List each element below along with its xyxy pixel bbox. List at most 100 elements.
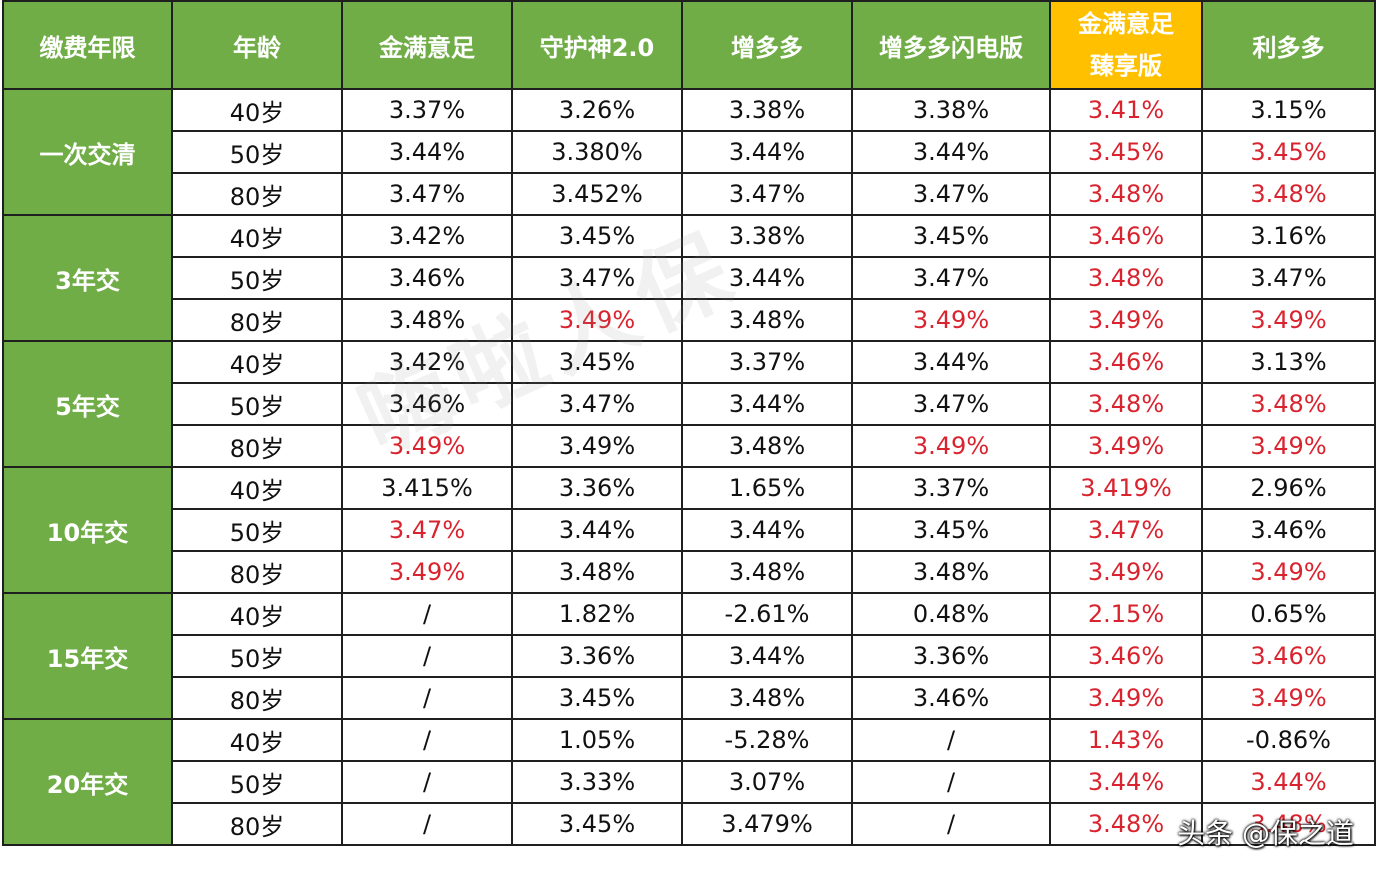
rate-cell: 0.48%	[851, 592, 1051, 636]
table-row: 80岁 3.47% 3.452% 3.47% 3.47% 3.48% 3.48%	[3, 172, 1376, 216]
rate-cell: 3.49%	[341, 424, 513, 468]
table-row: 50岁/3.36% 3.44% 3.36% 3.46% 3.46%	[3, 634, 1376, 678]
age-cell: 80岁	[171, 298, 343, 342]
age-cell: 40岁	[171, 718, 343, 762]
rate-cell: 3.46%	[341, 256, 513, 300]
age-cell: 40岁	[171, 340, 343, 384]
rate-cell: 3.49%	[1049, 424, 1203, 468]
table-row: 10年交 40岁 3.415% 3.36% 1.65% 3.37% 3.419% 2.96%	[2, 466, 1376, 594]
rate-cell: 3.479%	[681, 802, 853, 846]
rate-cell: 3.15%	[1201, 88, 1376, 132]
rate-cell: 1.65%	[681, 466, 853, 510]
rate-cell: 3.46%	[1049, 340, 1203, 384]
rate-cell: 3.44%	[681, 508, 853, 552]
rate-cell: 3.45%	[851, 214, 1051, 258]
rate-cell: 2.15%	[1049, 592, 1203, 636]
rate-cell: 3.49%	[1049, 550, 1203, 594]
rate-cell: 3.48%	[681, 550, 853, 594]
table-body: 一次交清 40岁 3.37% 3.26% 3.38% 3.38% 3.41% 3.15% 50岁…	[2, 88, 1376, 846]
rate-cell: 3.49%	[511, 298, 683, 342]
rate-cell: 3.37%	[851, 466, 1051, 510]
rate-cell: 3.44%	[1201, 760, 1376, 804]
rate-cell: 3.419%	[1049, 466, 1203, 510]
rate-cell: 3.45%	[511, 802, 683, 846]
table-row: 80岁 3.48% 3.49% 3.48% 3.49% 3.49% 3.49%	[3, 298, 1376, 342]
rate-cell: /	[851, 802, 1051, 846]
rate-cell: 3.48%	[1201, 802, 1376, 846]
rate-cell: 3.45%	[851, 508, 1051, 552]
age-cell: 80岁	[171, 802, 343, 846]
age-cell: 40岁	[171, 214, 343, 258]
rate-cell: 3.48%	[511, 550, 683, 594]
rate-cell: /	[341, 592, 513, 636]
age-cell: 80岁	[171, 676, 343, 720]
rate-cell: 3.49%	[851, 298, 1051, 342]
rate-cell: 3.47%	[681, 172, 853, 216]
rate-cell: 3.48%	[681, 298, 853, 342]
rate-cell: 3.44%	[1049, 760, 1203, 804]
rate-cell: 3.44%	[681, 634, 853, 678]
rate-cell: 3.49%	[1049, 676, 1203, 720]
rate-cell: 3.46%	[1201, 508, 1376, 552]
table-row: 5年交 40岁 3.42% 3.45% 3.37% 3.44% 3.46% 3.13%	[2, 340, 1376, 468]
rate-cell: /	[851, 760, 1051, 804]
rate-cell: 3.45%	[511, 214, 683, 258]
rate-cell: 3.47%	[341, 172, 513, 216]
age-cell: 40岁	[171, 466, 343, 510]
rate-cell: 2.96%	[1201, 466, 1376, 510]
table-row: 80岁 3.49% 3.48% 3.48% 3.48% 3.49% 3.49%	[3, 550, 1376, 594]
rate-cell: 3.48%	[1049, 172, 1203, 216]
age-cell: 80岁	[171, 172, 343, 216]
rate-cell: 3.46%	[851, 676, 1051, 720]
rate-cell: -0.86%	[1201, 718, 1376, 762]
rate-cell: 3.49%	[851, 424, 1051, 468]
header-product-shouhushen: 守护神2.0	[511, 0, 683, 90]
rate-cell: 1.82%	[511, 592, 683, 636]
rate-cell: 3.44%	[851, 130, 1051, 174]
age-cell: 50岁	[171, 130, 343, 174]
rate-cell: /	[341, 718, 513, 762]
rate-cell: 3.49%	[1049, 298, 1203, 342]
rate-cell: 3.47%	[1049, 508, 1203, 552]
rate-cell: 3.44%	[681, 130, 853, 174]
rate-cell: 3.33%	[511, 760, 683, 804]
rate-cell: 3.46%	[341, 382, 513, 426]
header-product-jinmanyizu-premium: 金满意足 臻享版	[1049, 0, 1203, 90]
age-cell: 40岁	[171, 88, 343, 132]
rate-cell: 3.48%	[851, 550, 1051, 594]
rate-cell: 1.43%	[1049, 718, 1203, 762]
rate-cell: 3.49%	[1201, 550, 1376, 594]
table-row: 50岁 3.46% 3.47% 3.44% 3.47% 3.48% 3.47%	[3, 256, 1376, 300]
rate-cell: 0.65%	[1201, 592, 1376, 636]
rate-cell: 3.47%	[851, 256, 1051, 300]
rate-cell: 3.45%	[1201, 130, 1376, 174]
rate-cell: 3.26%	[511, 88, 683, 132]
rate-cell: 3.49%	[511, 424, 683, 468]
rate-cell: 3.48%	[1049, 256, 1203, 300]
table-row: 50岁/3.33% 3.07%/3.44% 3.44%	[3, 760, 1376, 804]
rate-cell: /	[341, 676, 513, 720]
rate-cell: 3.42%	[341, 340, 513, 384]
rate-cell: 3.47%	[511, 256, 683, 300]
header-age: 年龄	[171, 0, 343, 90]
rate-cell: 3.49%	[1201, 298, 1376, 342]
table-row: 80岁 3.49% 3.49% 3.48% 3.49% 3.49% 3.49%	[3, 424, 1376, 468]
rate-cell: 3.49%	[1201, 676, 1376, 720]
rate-cell: 3.38%	[681, 214, 853, 258]
header-product-zengduoduo: 增多多	[681, 0, 853, 90]
rate-cell: 3.36%	[851, 634, 1051, 678]
rate-cell: 3.45%	[1049, 130, 1203, 174]
rate-cell: 3.42%	[341, 214, 513, 258]
rate-cell: /	[341, 802, 513, 846]
payment-period-cell: 10年交	[2, 466, 173, 594]
rate-cell: 3.47%	[511, 382, 683, 426]
header-product-zengduoduo-flash: 增多多闪电版	[851, 0, 1051, 90]
age-cell: 40岁	[171, 592, 343, 636]
rate-cell: 3.48%	[1201, 172, 1376, 216]
table-row: 50岁 3.47% 3.44% 3.44% 3.45% 3.47% 3.46%	[3, 508, 1376, 552]
rate-cell: 3.45%	[511, 676, 683, 720]
rate-cell: /	[851, 718, 1051, 762]
rate-cell: 3.44%	[341, 130, 513, 174]
age-cell: 80岁	[171, 424, 343, 468]
rate-cell: 3.13%	[1201, 340, 1376, 384]
